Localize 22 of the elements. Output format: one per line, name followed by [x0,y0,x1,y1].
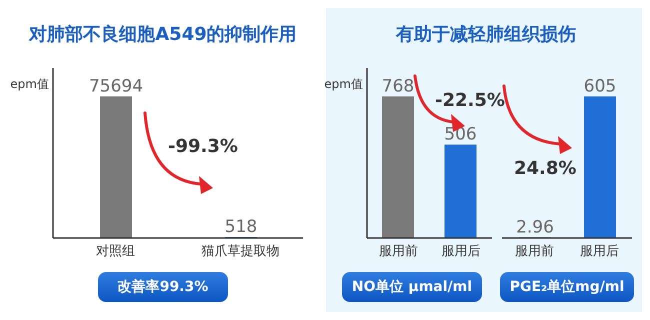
chart-title: 有助于减轻肺组织损伤 [394,23,577,46]
y-axis-title: epm值 [323,76,363,93]
category-label: 服用前 [378,244,418,260]
annotation: -22.5% [435,90,505,111]
category-label: 服用后 [441,244,480,260]
y-axis-title: epm值 [9,76,49,93]
text: PGE₂单位mg/ml [500,272,634,302]
category-label: 对照组 [96,244,135,260]
data-label: 506 [444,124,477,145]
data-label: 768 [382,76,414,96]
chart-title: 对肺部不良细胞A549的抑制作用 [28,23,298,46]
text: NO单位 μmal/ml [342,272,482,302]
data-label: 518 [224,217,258,238]
category-label: 服用后 [580,244,619,260]
data-label: 605 [584,76,616,96]
annotation: 24.8% [514,158,576,179]
category-label: 猫爪草提取物 [202,244,280,260]
data-label: 2.96 [516,217,554,238]
annotation: -99.3% [168,136,238,157]
text: 改善率99.3% [98,272,228,302]
category-label: 服用前 [515,244,554,260]
data-label: 75694 [88,76,144,96]
